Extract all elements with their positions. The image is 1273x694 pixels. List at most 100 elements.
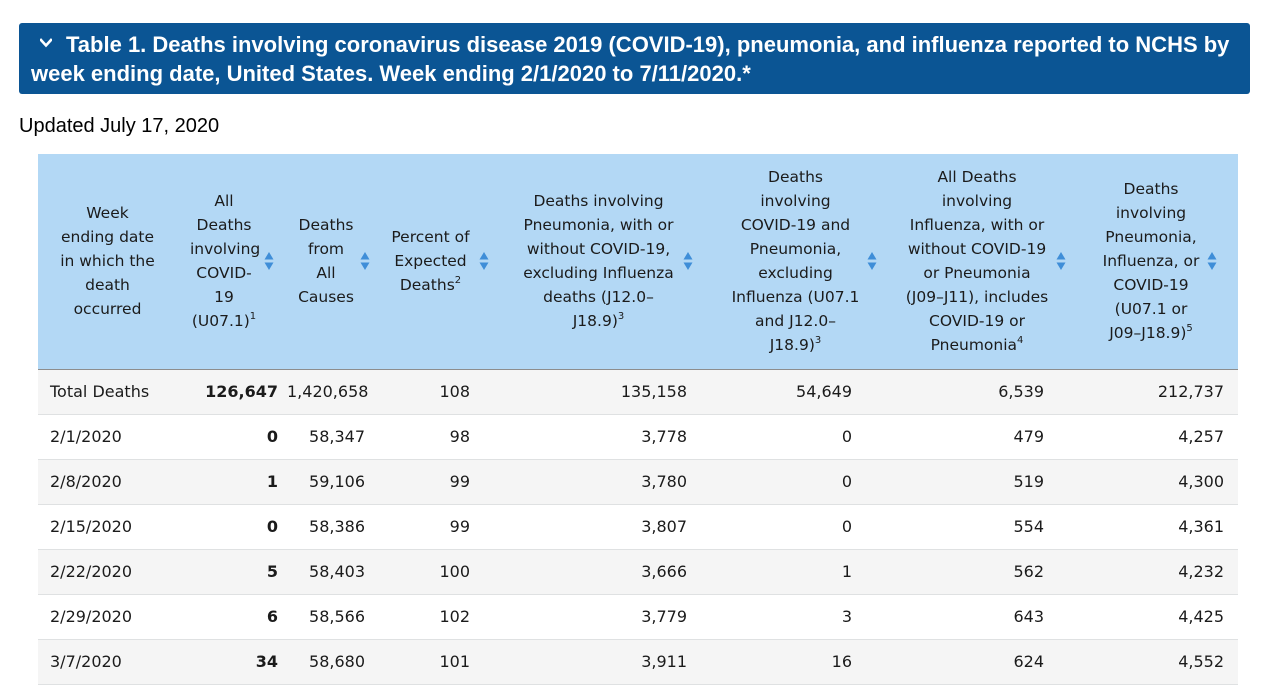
value-cell: 479	[890, 414, 1080, 460]
week-ending-cell: 2/29/2020	[38, 594, 177, 640]
value-cell: 4,300	[1080, 459, 1238, 505]
week-ending-cell: Total Deaths	[38, 369, 177, 415]
total-row: Total Deaths 126,647 1,420,658 108 135,158 54…	[38, 369, 1238, 415]
value-cell: 554	[890, 504, 1080, 550]
value-cell: 135,158	[496, 369, 717, 415]
value-cell: 54,649	[717, 369, 890, 415]
week-ending-cell: 2/15/2020	[38, 504, 177, 550]
column-header-label: Deaths involving Pneumonia, Influenza, o…	[1102, 180, 1200, 343]
value-cell: 4,425	[1080, 594, 1238, 640]
footnote-marker: 1	[249, 311, 257, 323]
table-body: Total Deaths 126,647 1,420,658 108 135,158 54…	[38, 369, 1238, 685]
sort-icon[interactable]	[683, 251, 693, 271]
header-row: Week ending date in which the death occu…	[38, 154, 1238, 370]
column-header-5[interactable]: Deaths involving Pneumonia, with or with…	[496, 154, 717, 370]
footnote-marker: 2	[454, 275, 462, 287]
table-title: Table 1. Deaths involving coronavirus di…	[31, 30, 1238, 88]
value-cell: 58,566	[287, 594, 381, 640]
sort-icon[interactable]	[1056, 251, 1066, 271]
value-cell: 58,347	[287, 414, 381, 460]
value-cell: 3,807	[496, 504, 717, 550]
table-row: 3/7/2020 34 58,680 101 3,911 16 624 4,552	[38, 639, 1238, 685]
value-cell: 6	[177, 594, 287, 640]
value-cell: 0	[177, 504, 287, 550]
value-cell: 59,106	[287, 459, 381, 505]
value-cell: 3,778	[496, 414, 717, 460]
table-row: 2/29/2020 6 58,566 102 3,779 3 643 4,425	[38, 594, 1238, 640]
value-cell: 0	[717, 504, 890, 550]
footnote-marker: 3	[617, 311, 625, 323]
value-cell: 562	[890, 549, 1080, 595]
value-cell: 3	[717, 594, 890, 640]
value-cell: 58,680	[287, 639, 381, 685]
column-header-4[interactable]: Percent of Expected Deaths2	[381, 154, 496, 370]
value-cell: 1	[177, 459, 287, 505]
week-ending-cell: 3/7/2020	[38, 639, 177, 685]
table-row: 2/8/2020 1 59,106 99 3,780 0 519 4,300	[38, 459, 1238, 505]
footnote-marker: 5	[1186, 323, 1193, 335]
column-header-2[interactable]: All Deaths involving COVID-19 (U07.1)1	[177, 154, 287, 370]
column-header-8[interactable]: Deaths involving Pneumonia, Influenza, o…	[1080, 154, 1238, 370]
week-ending-cell: 2/8/2020	[38, 459, 177, 505]
value-cell: 4,257	[1080, 414, 1238, 460]
value-cell: 6,539	[890, 369, 1080, 415]
sort-icon[interactable]	[1207, 251, 1217, 271]
value-cell: 101	[381, 639, 496, 685]
value-cell: 58,386	[287, 504, 381, 550]
value-cell: 0	[717, 414, 890, 460]
value-cell: 3,666	[496, 549, 717, 595]
value-cell: 34	[177, 639, 287, 685]
column-header-1: Week ending date in which the death occu…	[38, 154, 177, 370]
value-cell: 1,420,658	[287, 369, 381, 415]
value-cell: 4,361	[1080, 504, 1238, 550]
value-cell: 519	[890, 459, 1080, 505]
column-header-label: Percent of Expected Deaths2	[391, 228, 470, 295]
value-cell: 58,403	[287, 549, 381, 595]
column-header-label: Deaths involving Pneumonia, with or with…	[523, 192, 674, 331]
value-cell: 643	[890, 594, 1080, 640]
column-header-7[interactable]: All Deaths involving Influenza, with or …	[890, 154, 1080, 370]
value-cell: 0	[177, 414, 287, 460]
column-header-6[interactable]: Deaths involving COVID-19 and Pneumonia,…	[717, 154, 890, 370]
week-ending-cell: 2/22/2020	[38, 549, 177, 595]
value-cell: 5	[177, 549, 287, 595]
table-row: 2/1/2020 0 58,347 98 3,778 0 479 4,257	[38, 414, 1238, 460]
column-header-label: All Deaths involving COVID-19 (U07.1)1	[190, 192, 261, 331]
sort-icon[interactable]	[264, 251, 274, 271]
column-header-label: All Deaths involving Influenza, with or …	[905, 168, 1049, 355]
value-cell: 100	[381, 549, 496, 595]
value-cell: 624	[890, 639, 1080, 685]
sort-icon[interactable]	[360, 251, 370, 271]
column-header-label: Deaths from All Causes	[298, 216, 354, 307]
column-header-label: Week ending date in which the death occu…	[60, 204, 155, 319]
updated-date: Updated July 17, 2020	[19, 115, 220, 137]
value-cell: 3,911	[496, 639, 717, 685]
value-cell: 1	[717, 549, 890, 595]
value-cell: 0	[717, 459, 890, 505]
table-title-text: Table 1. Deaths involving coronavirus di…	[31, 32, 1230, 86]
value-cell: 3,779	[496, 594, 717, 640]
deaths-table: Week ending date in which the death occu…	[38, 154, 1238, 685]
value-cell: 4,552	[1080, 639, 1238, 685]
chevron-down-icon	[40, 38, 52, 48]
value-cell: 4,232	[1080, 549, 1238, 595]
table-row: 2/22/2020 5 58,403 100 3,666 1 562 4,232	[38, 549, 1238, 595]
column-header-3[interactable]: Deaths from All Causes	[287, 154, 381, 370]
week-ending-cell: 2/1/2020	[38, 414, 177, 460]
footnote-marker: 4	[1017, 335, 1024, 347]
sort-icon[interactable]	[479, 251, 489, 271]
value-cell: 108	[381, 369, 496, 415]
value-cell: 99	[381, 459, 496, 505]
value-cell: 126,647	[177, 369, 287, 415]
value-cell: 16	[717, 639, 890, 685]
value-cell: 102	[381, 594, 496, 640]
footnote-marker: 3	[814, 335, 822, 347]
value-cell: 212,737	[1080, 369, 1238, 415]
sort-icon[interactable]	[867, 251, 877, 271]
table-title-accordion[interactable]: Table 1. Deaths involving coronavirus di…	[19, 23, 1250, 94]
value-cell: 3,780	[496, 459, 717, 505]
value-cell: 99	[381, 504, 496, 550]
column-header-label: Deaths involving COVID-19 and Pneumonia,…	[731, 168, 860, 355]
table-row: 2/15/2020 0 58,386 99 3,807 0 554 4,361	[38, 504, 1238, 550]
value-cell: 98	[381, 414, 496, 460]
